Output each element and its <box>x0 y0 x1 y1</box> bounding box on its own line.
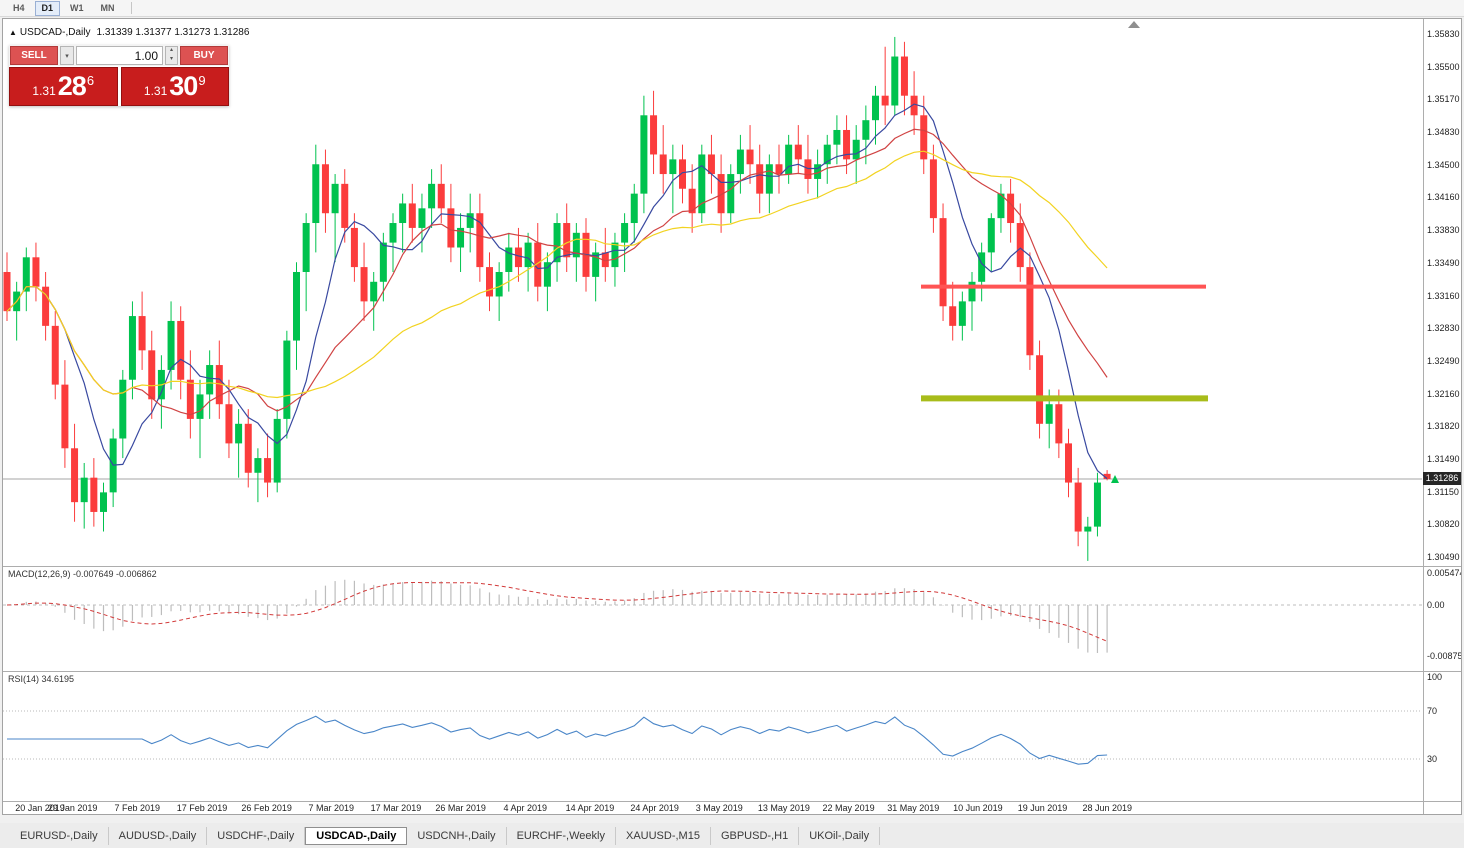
price-axis-tick: 1.33490 <box>1427 257 1460 268</box>
sell-price-base: 1.31 <box>32 84 56 98</box>
date-axis-label: 17 Feb 2019 <box>176 803 228 813</box>
rsi-indicator <box>3 710 1422 765</box>
buy-price-pipette: 9 <box>198 73 206 88</box>
date-axis-label: 7 Mar 2019 <box>308 803 355 813</box>
price-axis-tick: 1.31490 <box>1427 453 1460 464</box>
date-axis-label: 20 Jan 2019 <box>15 803 65 813</box>
timeframe-button-group: H4 D1 W1 MN <box>6 0 125 16</box>
price-axis-tick: 1.31820 <box>1427 421 1460 432</box>
buy-price-big-digits: 30 <box>169 71 198 101</box>
macd-axis-tick: 0.00 <box>1427 600 1445 610</box>
rsi-axis-tick: 70 <box>1427 706 1438 716</box>
price-axis-tick: 1.33160 <box>1427 290 1460 301</box>
scroll-end-icon <box>1128 21 1140 28</box>
price-axis-tick: 1.32490 <box>1427 355 1460 366</box>
price-axis-tick: 1.32830 <box>1427 323 1460 334</box>
price-marker-arrow <box>1111 475 1119 483</box>
chart-symbol-period: USDCAD-,Daily <box>19 27 91 38</box>
toolbar-divider <box>130 2 132 14</box>
trade-panel-top-row: SELL ▾ 1.00 ▴ ▾ BUY <box>9 45 229 66</box>
symbol-tab-eurusd-daily[interactable]: EURUSD-,Daily <box>10 826 109 845</box>
price-axis-tick: 1.31150 <box>1427 486 1459 497</box>
price-axis-tick: 1.30490 <box>1427 552 1460 562</box>
date-axis-label: 10 Jun 2019 <box>953 803 1003 813</box>
date-axis-label: 24 Apr 2019 <box>630 803 679 813</box>
price-axis-tick: 1.32160 <box>1427 388 1460 399</box>
panel-separator-macd-rsi[interactable] <box>3 671 1461 672</box>
symbol-tab-ukoil-daily[interactable]: UKOil-,Daily <box>799 826 881 845</box>
macd-axis-tick: 0.005474 <box>1427 568 1462 578</box>
timeframe-button-mn[interactable]: MN <box>94 1 122 16</box>
caret-down-icon: ▾ <box>65 52 69 60</box>
moving-average-lines <box>6 103 1108 480</box>
drawn-horizontal-lines <box>921 284 1208 402</box>
sell-button[interactable]: SELL <box>10 46 58 65</box>
macd-indicator <box>3 579 1422 653</box>
date-axis-label: 4 Apr 2019 <box>503 803 548 813</box>
date-axis-label: 28 Jun 2019 <box>1082 803 1132 813</box>
date-axis-label: 7 Feb 2019 <box>114 803 161 813</box>
date-axis-label: 13 May 2019 <box>757 803 810 813</box>
stepper-up-icon[interactable]: ▴ <box>169 47 173 53</box>
timeframe-button-w1[interactable]: W1 <box>63 1 91 16</box>
sell-price-pipette: 6 <box>86 73 95 88</box>
volume-stepper[interactable]: ▴ ▾ <box>165 46 178 65</box>
current-price-tag: 1.31286 <box>1423 472 1461 485</box>
panel-separator-main-macd[interactable] <box>3 566 1461 567</box>
rsi-axis-tick: 100 <box>1427 672 1443 682</box>
date-axis-label: 22 May 2019 <box>822 803 875 813</box>
timeframe-button-d1[interactable]: D1 <box>34 0 61 16</box>
rsi-indicator-label: RSI(14) 34.6195 <box>8 674 75 684</box>
macd-indicator-label: MACD(12,26,9) -0.007649 -0.006862 <box>8 569 157 579</box>
date-axis-label: 14 Apr 2019 <box>565 803 615 813</box>
timeframe-button-h4[interactable]: H4 <box>6 1 32 16</box>
panel-separator-rsi-date <box>3 801 1461 802</box>
symbol-tab-usdcad-daily[interactable]: USDCAD-,Daily <box>305 826 408 845</box>
price-axis-tick: 1.34500 <box>1427 159 1460 170</box>
chart-plot-area[interactable] <box>3 19 1461 814</box>
buy-price-button[interactable]: 1.31 30 9 <box>120 67 229 106</box>
price-axis[interactable]: 1.35830 1.35500 1.35170 1.34830 1.34500 1.341… <box>1424 19 1461 814</box>
symbol-tab-usdchf-daily[interactable]: USDCHF-,Daily <box>207 826 306 845</box>
chart-tab-bar: EURUSD-,Daily AUDUSD-,Daily USDCHF-,Daily U… <box>0 823 1464 848</box>
price-axis-tick: 1.35500 <box>1427 61 1460 72</box>
volume-input[interactable]: 1.00 <box>76 46 163 65</box>
date-axis-label: 19 Jun 2019 <box>1017 803 1068 813</box>
date-axis-label: 31 May 2019 <box>887 803 940 813</box>
timeframe-toolbar: H4 D1 W1 MN <box>0 0 1464 17</box>
one-click-trade-panel: SELL ▾ 1.00 ▴ ▾ BUY 1.31 28 6 1.31 30 9 <box>9 45 229 106</box>
price-axis-tick: 1.35830 <box>1427 29 1460 39</box>
symbol-tab-gbpusd-h1[interactable]: GBPUSD-,H1 <box>711 826 800 845</box>
price-axis-tick: 1.33830 <box>1427 225 1460 236</box>
date-axis-label: 26 Mar 2019 <box>435 803 486 813</box>
stepper-down-icon[interactable]: ▾ <box>169 55 173 62</box>
symbol-tab-xauusd-m15[interactable]: XAUUSD-,M15 <box>616 826 711 845</box>
rsi-axis-tick: 30 <box>1427 754 1438 764</box>
symbol-tab-eurchf-weekly[interactable]: EURCHF-,Weekly <box>507 826 616 845</box>
date-axis-label: 29 Jan 2019 <box>47 803 98 813</box>
chart-window: ▲ USDCAD-,Daily 1.31339 1.31377 1.31273 1.… <box>2 18 1462 815</box>
symbol-tab-audusd-daily[interactable]: AUDUSD-,Daily <box>109 826 208 845</box>
price-axis-tick: 1.35170 <box>1427 94 1460 105</box>
chart-title: ▲ USDCAD-,Daily 1.31339 1.31377 1.31273 1.… <box>9 27 249 38</box>
candlestick-series <box>3 36 1111 561</box>
volume-dropdown-button[interactable]: ▾ <box>60 46 74 65</box>
chart-title-marker-icon: ▲ <box>9 28 17 37</box>
sell-price-big-digits: 28 <box>57 71 87 101</box>
macd-axis-tick: -0.008752 <box>1427 651 1461 661</box>
date-axis-label: 17 Mar 2019 <box>370 803 422 813</box>
price-axis-tick: 1.30820 <box>1427 519 1460 530</box>
symbol-tab-usdcnh-daily[interactable]: USDCNH-,Daily <box>407 826 507 845</box>
price-axis-tick: 1.34160 <box>1427 192 1460 203</box>
buy-price-base: 1.31 <box>143 84 168 98</box>
sell-price-button[interactable]: 1.31 28 6 <box>9 67 118 106</box>
date-axis-label: 3 May 2019 <box>695 803 743 813</box>
date-axis-label: 26 Feb 2019 <box>241 803 292 813</box>
chart-ohlc-values: 1.31339 1.31377 1.31273 1.31286 <box>96 27 250 38</box>
price-axis-tick: 1.34830 <box>1427 127 1460 138</box>
date-axis[interactable]: 20 Jan 2019 29 Jan 2019 7 Feb 2019 17 Feb 2… <box>3 802 1422 814</box>
trade-panel-price-row: 1.31 28 6 1.31 30 9 <box>9 67 229 106</box>
buy-button[interactable]: BUY <box>180 46 228 65</box>
price-axis-divider <box>1423 19 1424 814</box>
